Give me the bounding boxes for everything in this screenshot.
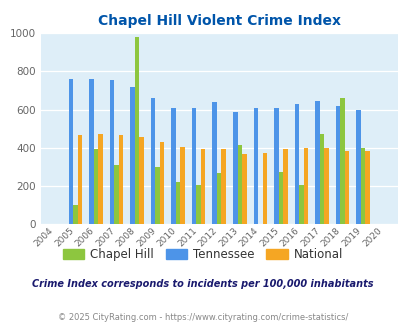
Bar [323,148,328,224]
Bar [319,134,323,224]
Bar [151,98,155,224]
Bar [180,147,185,224]
Bar [130,86,134,224]
Bar [282,149,287,224]
Title: Chapel Hill Violent Crime Index: Chapel Hill Violent Crime Index [98,14,340,28]
Bar [119,135,123,224]
Bar [294,104,298,224]
Bar [360,148,364,224]
Bar [221,149,226,224]
Text: © 2025 CityRating.com - https://www.cityrating.com/crime-statistics/: © 2025 CityRating.com - https://www.city… [58,313,347,322]
Bar [344,151,348,224]
Bar [314,101,319,224]
Bar [89,79,94,224]
Bar [273,108,278,224]
Bar [216,173,221,224]
Bar [68,79,73,224]
Bar [237,145,241,224]
Bar [78,135,82,224]
Bar [160,142,164,224]
Bar [232,113,237,224]
Bar [298,185,303,224]
Bar [98,134,102,224]
Bar [134,37,139,224]
Bar [355,110,360,224]
Bar [139,137,143,224]
Bar [196,185,200,224]
Bar [335,106,339,224]
Bar [241,153,246,224]
Legend: Chapel Hill, Tennessee, National: Chapel Hill, Tennessee, National [58,244,347,266]
Bar [253,108,258,224]
Bar [262,152,266,224]
Bar [278,172,282,224]
Bar [73,205,78,224]
Bar [364,151,369,224]
Bar [175,182,180,224]
Bar [339,98,344,224]
Bar [109,80,114,224]
Bar [192,108,196,224]
Bar [94,149,98,224]
Text: Crime Index corresponds to incidents per 100,000 inhabitants: Crime Index corresponds to incidents per… [32,279,373,289]
Bar [212,102,216,224]
Bar [114,165,119,224]
Bar [155,167,160,224]
Bar [200,148,205,224]
Bar [303,148,307,224]
Bar [171,108,175,224]
